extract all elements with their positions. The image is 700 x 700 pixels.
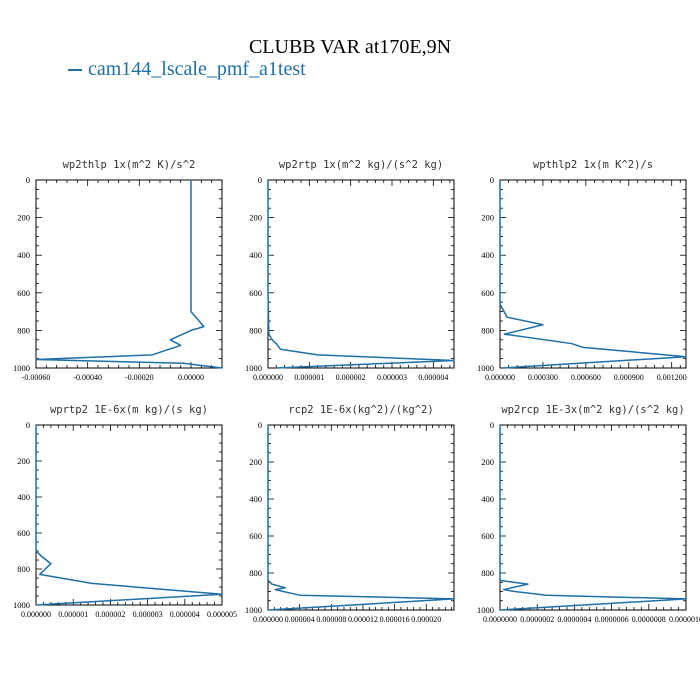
subplot-5: rcp2 1E-6x(kg^2)/(kg^2) 0 200 400 600 800 1000… bbox=[245, 404, 455, 624]
subplot-4: wprtp2 1E-6x(m kg)/(s kg) 0 200 400 600 800 10… bbox=[13, 404, 237, 619]
y-tick-label: 400 bbox=[17, 250, 30, 260]
y-tick-label: 800 bbox=[481, 325, 494, 335]
y-tick-label: 400 bbox=[249, 250, 262, 260]
legend-label: cam144_lscale_pmf_a1test bbox=[88, 58, 306, 80]
y-tick-label: 800 bbox=[249, 568, 262, 578]
x-tick-label: 0.000002 bbox=[336, 373, 366, 382]
figure-title: CLUBB VAR at170E,9N bbox=[248, 36, 452, 58]
y-tick-label: 400 bbox=[481, 250, 494, 260]
series-line bbox=[499, 425, 687, 611]
x-tick-label: 0.000004 bbox=[418, 373, 448, 382]
y-tick-label: 1000 bbox=[245, 605, 262, 615]
x-tick-label: 0.000900 bbox=[614, 373, 644, 382]
subplot-title: wp2thlp 1x(m^2 K)/s^2 bbox=[63, 159, 196, 171]
x-tick-label: 0.000012 bbox=[348, 615, 378, 624]
x-tick-label: 0.000000 bbox=[253, 615, 283, 624]
plot-frame bbox=[499, 179, 687, 369]
x-tick-label: 0.000000 bbox=[485, 373, 515, 382]
subplot-6: wp2rcp 1E-3x(m^2 kg)/(s^2 kg) 0 200 400 600 8… bbox=[477, 404, 700, 624]
subplot-title: rcp2 1E-6x(kg^2)/(kg^2) bbox=[288, 404, 433, 416]
y-tick-label: 200 bbox=[481, 457, 494, 467]
x-tick-label: 0.000001 bbox=[58, 610, 88, 619]
series-line bbox=[267, 425, 455, 611]
plot-frame bbox=[267, 179, 455, 369]
plot-frame bbox=[35, 179, 223, 369]
x-tick-label: 0.000020 bbox=[411, 615, 441, 624]
x-tick-label: 0.000016 bbox=[380, 615, 410, 624]
y-tick-label: 200 bbox=[249, 457, 262, 467]
y-tick-label: 1000 bbox=[477, 605, 494, 615]
x-tick-label: 0.0000004 bbox=[557, 615, 591, 624]
x-tick-label: 0.000004 bbox=[170, 610, 200, 619]
x-tick-label: 0.0000000 bbox=[483, 615, 517, 624]
y-tick-label: 200 bbox=[481, 213, 494, 223]
y-tick-label: 800 bbox=[249, 325, 262, 335]
x-tick-label: 0.000600 bbox=[571, 373, 601, 382]
x-tick-label: 0.0000010 bbox=[669, 615, 700, 624]
subplot-1: wp2thlp 1x(m^2 K)/s^202004006008001000-0… bbox=[13, 159, 223, 382]
y-tick-label: 0 bbox=[490, 175, 494, 185]
plot-frame bbox=[267, 424, 455, 611]
x-tick-label: -0.00060 bbox=[22, 373, 51, 382]
y-tick-label: 800 bbox=[17, 325, 30, 335]
x-tick-label: 0.001200 bbox=[657, 373, 687, 382]
y-tick-label: 200 bbox=[17, 456, 30, 466]
x-tick-label: 0.000004 bbox=[285, 615, 315, 624]
x-tick-label: 0.000000 bbox=[253, 373, 283, 382]
y-tick-label: 600 bbox=[249, 531, 262, 541]
x-tick-label: 0.000008 bbox=[316, 615, 346, 624]
y-tick-label: 0 bbox=[26, 175, 30, 185]
subplot-title: wp2rcp 1E-3x(m^2 kg)/(s^2 kg) bbox=[501, 404, 684, 416]
series-line bbox=[35, 425, 223, 606]
y-tick-label: 200 bbox=[249, 213, 262, 223]
y-tick-label: 400 bbox=[17, 492, 30, 502]
series-line bbox=[35, 180, 223, 369]
y-tick-label: 200 bbox=[17, 213, 30, 223]
x-tick-label: 0.0000006 bbox=[595, 615, 629, 624]
x-tick-label: 0.0000002 bbox=[520, 615, 554, 624]
x-tick-label: 0.000001 bbox=[294, 373, 324, 382]
y-tick-label: 0 bbox=[258, 420, 262, 430]
y-tick-label: 600 bbox=[481, 288, 494, 298]
y-tick-label: 600 bbox=[481, 531, 494, 541]
legend: cam144_lscale_pmf_a1test bbox=[68, 58, 306, 81]
y-tick-label: 1000 bbox=[245, 363, 262, 373]
y-tick-label: 400 bbox=[481, 494, 494, 504]
x-tick-label: 0.000002 bbox=[95, 610, 125, 619]
y-tick-label: 0 bbox=[258, 175, 262, 185]
subplot-title: wprtp2 1E-6x(m kg)/(s kg) bbox=[50, 404, 208, 416]
y-tick-label: 0 bbox=[490, 420, 494, 430]
x-tick-label: 0.000000 bbox=[21, 610, 51, 619]
x-tick-label: 0.000003 bbox=[133, 610, 163, 619]
subplot-title: wp2rtp 1x(m^2 kg)/(s^2 kg) bbox=[279, 159, 443, 171]
y-tick-label: 600 bbox=[17, 528, 30, 538]
y-tick-label: 1000 bbox=[13, 363, 30, 373]
subplot-3: wpthlp2 1x(m K^2)/s020040060080010000.00… bbox=[477, 159, 687, 382]
y-tick-label: 400 bbox=[249, 494, 262, 504]
x-tick-label: 0.000003 bbox=[377, 373, 407, 382]
series-line bbox=[267, 180, 455, 369]
x-tick-label: 0.000300 bbox=[528, 373, 558, 382]
y-tick-label: 800 bbox=[481, 568, 494, 578]
plot-frame bbox=[499, 424, 687, 611]
y-tick-label: 600 bbox=[249, 288, 262, 298]
y-tick-label: 600 bbox=[17, 288, 30, 298]
y-tick-label: 800 bbox=[17, 564, 30, 574]
x-tick-label: 0.000005 bbox=[207, 610, 237, 619]
x-tick-label: 0.0000008 bbox=[632, 615, 666, 624]
x-tick-label: -0.00020 bbox=[125, 373, 154, 382]
y-tick-label: 1000 bbox=[13, 600, 30, 610]
y-tick-label: 1000 bbox=[477, 363, 494, 373]
x-tick-label: -0.00040 bbox=[73, 373, 102, 382]
series-line bbox=[499, 180, 687, 369]
legend-line-swatch bbox=[68, 69, 82, 72]
x-tick-label: 0.00000 bbox=[178, 373, 204, 382]
y-tick-label: 0 bbox=[26, 420, 30, 430]
subplot-title: wpthlp2 1x(m K^2)/s bbox=[533, 159, 653, 171]
subplot-2: wp2rtp 1x(m^2 kg)/(s^2 kg) 0 200 400 600 800 1… bbox=[245, 159, 455, 382]
